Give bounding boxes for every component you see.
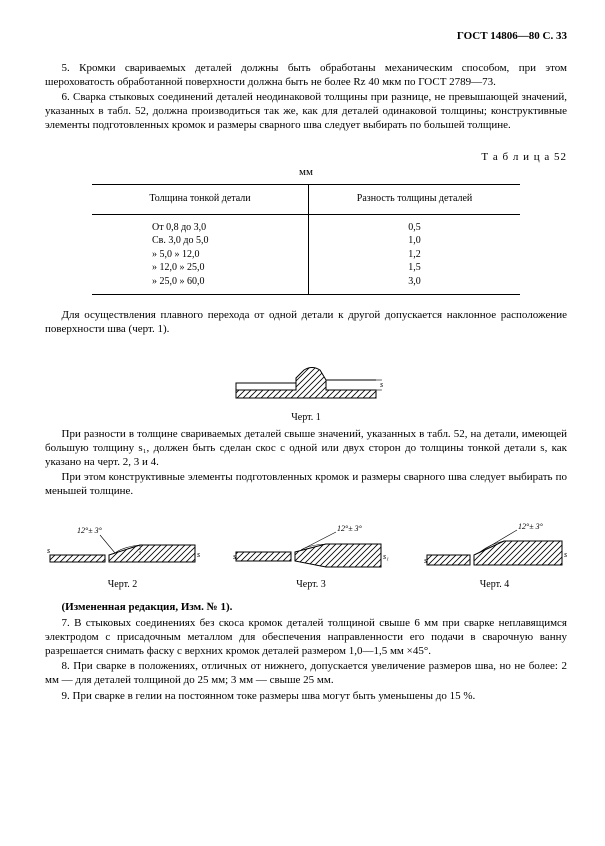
table-cell: » 25,0 » 60,0 bbox=[92, 275, 309, 295]
paragraph-5: 5. Кромки свариваемых деталей должны быт… bbox=[45, 62, 567, 90]
svg-text:s₁: s₁ bbox=[564, 550, 567, 559]
table-cell: 3,0 bbox=[309, 275, 520, 295]
table-cell: Св. 3,0 до 5,0 bbox=[92, 234, 309, 248]
figure-2: 12°± 3° s₁ s Черт. 2 bbox=[45, 517, 200, 592]
paragraph-after-table: Для осуществления плавного перехода от о… bbox=[45, 309, 567, 337]
figure-2-caption: Черт. 2 bbox=[45, 579, 200, 592]
table-unit: мм bbox=[45, 166, 567, 180]
table-cell: » 12,0 » 25,0 bbox=[92, 261, 309, 275]
svg-text:s: s bbox=[380, 380, 383, 389]
figure-4-svg: 12°± 3° s₁ s bbox=[422, 517, 567, 577]
figure-1-svg: s bbox=[226, 355, 386, 410]
figure-3-svg: 12°± 3° s₁ s bbox=[231, 517, 391, 577]
figure-2-svg: 12°± 3° s₁ s bbox=[45, 517, 200, 577]
figure-1: s Черт. 1 bbox=[226, 355, 386, 425]
svg-text:s₁: s₁ bbox=[383, 552, 389, 561]
paragraph-fig234-a: При разности в толщине свариваемых детал… bbox=[45, 428, 567, 469]
svg-text:s: s bbox=[424, 556, 427, 565]
svg-text:12°± 3°: 12°± 3° bbox=[337, 524, 363, 533]
page-header: ГОСТ 14806—80 С. 33 bbox=[45, 30, 567, 44]
table-cell: 0,5 bbox=[309, 214, 520, 234]
paragraph-6: 6. Сварка стыковых соединений деталей не… bbox=[45, 91, 567, 132]
svg-text:s₁: s₁ bbox=[197, 550, 200, 559]
table-cell: 1,2 bbox=[309, 248, 520, 262]
paragraph-8: 8. При сварке в положениях, отличных от … bbox=[45, 660, 567, 688]
table-cell: 1,5 bbox=[309, 261, 520, 275]
table-col2: Разность толщины деталей bbox=[309, 185, 520, 215]
paragraph-izm: (Измененная редакция, Изм. № 1). bbox=[45, 601, 567, 615]
table-label: Т а б л и ц а 52 bbox=[45, 151, 567, 165]
table-col1: Толщина тонкой детали bbox=[92, 185, 309, 215]
figure-4: 12°± 3° s₁ s Черт. 4 bbox=[422, 517, 567, 592]
paragraph-9: 9. При сварке в гелии на постоянном токе… bbox=[45, 690, 567, 704]
table-cell: » 5,0 » 12,0 bbox=[92, 248, 309, 262]
figure-3-caption: Черт. 3 bbox=[231, 579, 391, 592]
table-cell: 1,0 bbox=[309, 234, 520, 248]
svg-text:12°± 3°: 12°± 3° bbox=[518, 522, 544, 531]
table-cell: От 0,8 до 3,0 bbox=[92, 214, 309, 234]
paragraph-fig234-b: При этом конструктивные элементы подгото… bbox=[45, 471, 567, 499]
svg-text:s: s bbox=[233, 552, 236, 561]
paragraph-7: 7. В стыковых соединениях без скоса кром… bbox=[45, 617, 567, 658]
svg-text:s: s bbox=[47, 546, 50, 555]
figure-1-caption: Черт. 1 bbox=[226, 412, 386, 425]
figure-4-caption: Черт. 4 bbox=[422, 579, 567, 592]
svg-text:12°± 3°: 12°± 3° bbox=[77, 526, 103, 535]
figure-3: 12°± 3° s₁ s Черт. 3 bbox=[231, 517, 391, 592]
table-52: Толщина тонкой детали Разность толщины д… bbox=[92, 184, 520, 295]
